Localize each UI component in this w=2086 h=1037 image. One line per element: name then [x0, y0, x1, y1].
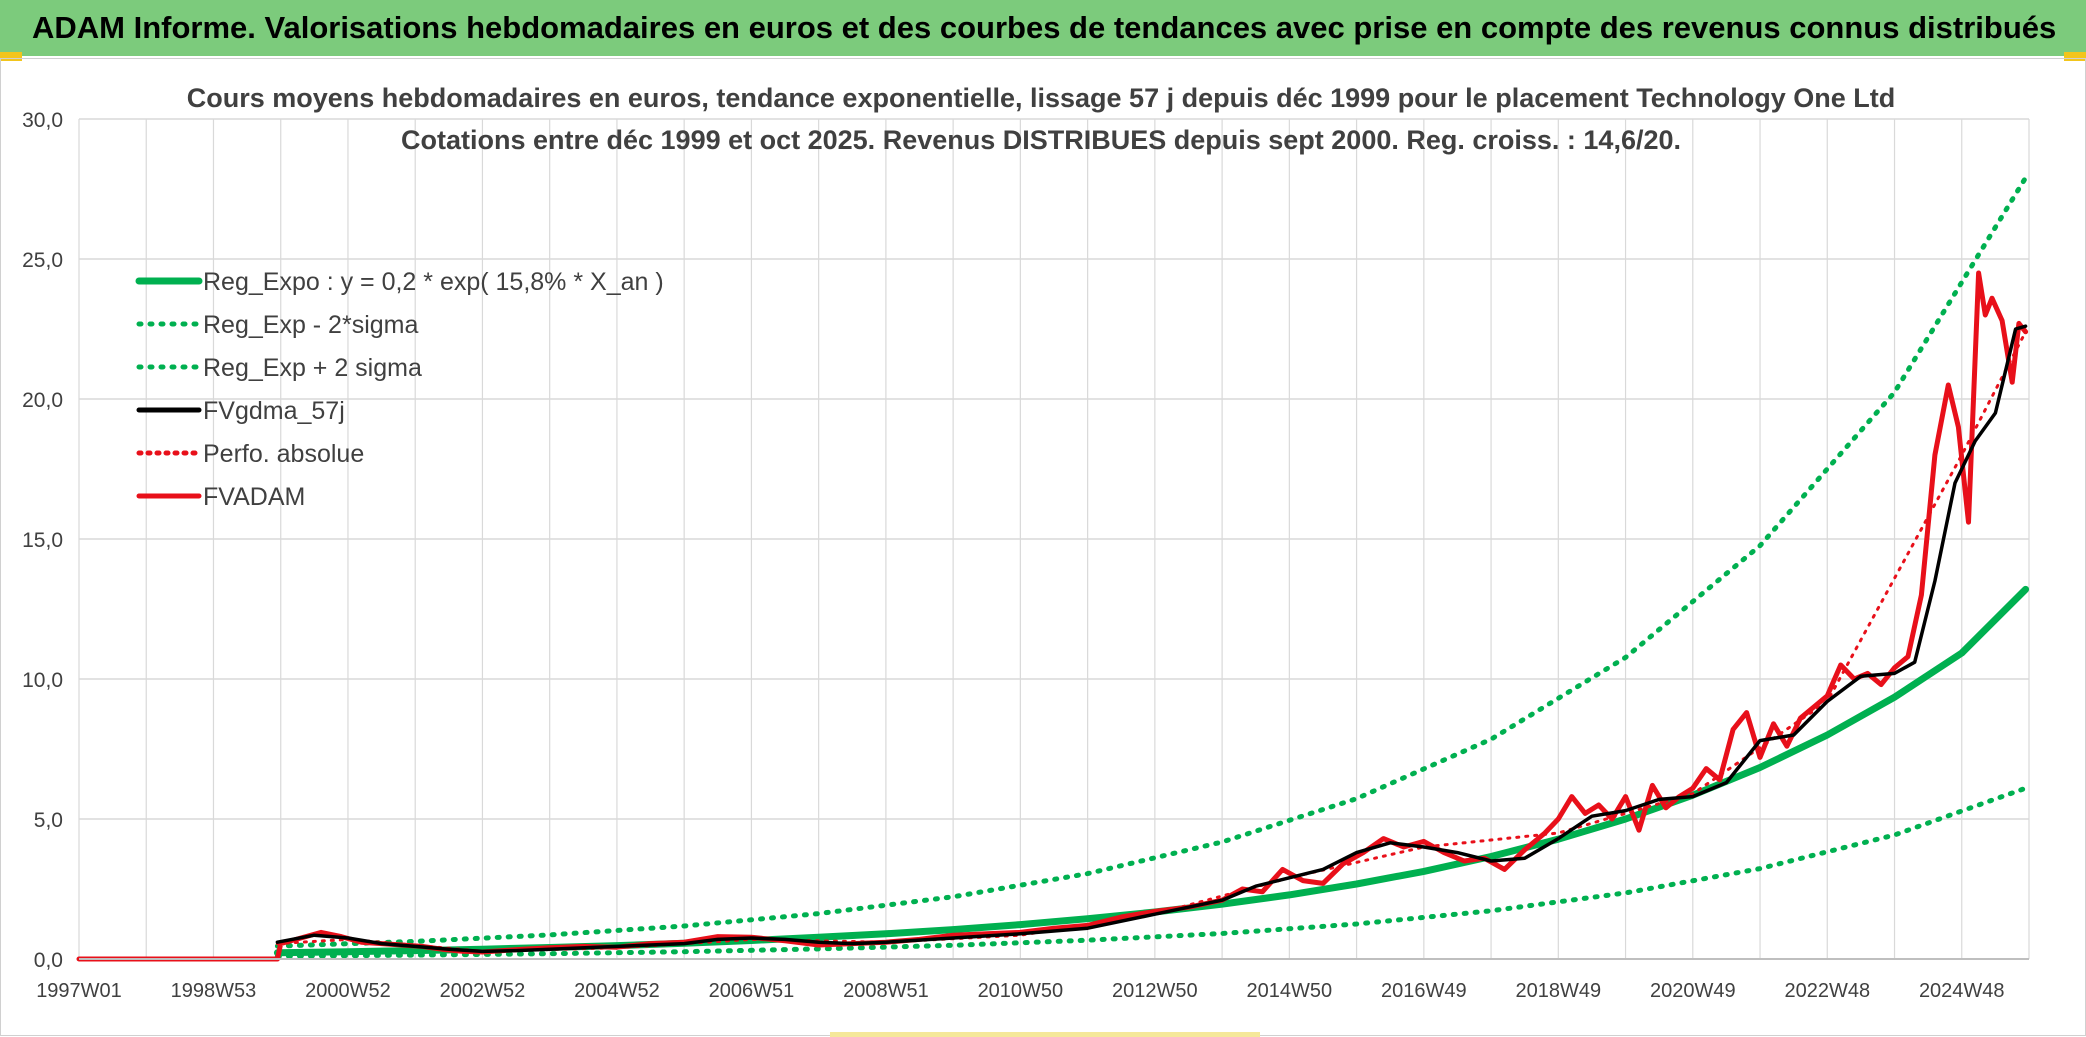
legend: Reg_Expo : y = 0,2 * exp( 15,8% * X_an )… — [135, 268, 664, 511]
bottom-accent — [830, 1032, 1260, 1037]
series-line-0 — [273, 585, 2030, 957]
x-tick-label: 2006W51 — [709, 980, 795, 1002]
x-tick-label: 2012W50 — [1112, 980, 1198, 1002]
corner-marker-left — [0, 52, 22, 61]
x-tick-label: 2014W50 — [1247, 980, 1333, 1002]
legend-label: FVADAM — [203, 483, 305, 511]
axes: 0,0 5,0 10,0 15,0 20,0 25,0 30,0 1997W01 1998W53… — [22, 109, 2029, 1002]
y-tick-label: 5,0 — [34, 809, 63, 832]
legend-label: Reg_Expo : y = 0,2 * exp( 15,8% * X_an ) — [203, 268, 664, 296]
series-line-2 — [274, 175, 2029, 949]
x-tick-label: 2020W49 — [1650, 980, 1736, 1002]
y-tick-label: 30,0 — [22, 109, 63, 132]
grid — [78, 118, 2030, 960]
series-line-4 — [275, 330, 2028, 953]
legend-label: Perfo. absolue — [203, 440, 364, 468]
legend-label: Reg_Exp - 2*sigma — [203, 311, 418, 339]
x-tick-label: 2022W48 — [1784, 980, 1870, 1002]
x-tick-label: 2010W50 — [978, 980, 1064, 1002]
series-line-1 — [274, 785, 2029, 959]
x-tick-label: 2002W52 — [440, 980, 526, 1002]
y-tick-label: 10,0 — [22, 669, 63, 692]
y-tick-label: 20,0 — [22, 389, 63, 412]
x-tick-label: 1998W53 — [171, 980, 257, 1002]
series-lines — [76, 175, 2030, 962]
legend-label: Reg_Exp + 2 sigma — [203, 354, 422, 382]
x-tick-label: 2016W49 — [1381, 980, 1467, 1002]
legend-label: FVgdma_57j — [203, 397, 345, 425]
y-tick-label: 15,0 — [22, 529, 63, 552]
y-tick-label: 25,0 — [22, 249, 63, 272]
x-tick-label: 2018W49 — [1515, 980, 1601, 1002]
x-tick-label: 2008W51 — [843, 980, 929, 1002]
x-tick-label: 2004W52 — [574, 980, 660, 1002]
line-chart: 0,0 5,0 10,0 15,0 20,0 25,0 30,0 1997W01 1998W53… — [22, 83, 2030, 1002]
x-tick-label: 2000W52 — [305, 980, 391, 1002]
x-tick-label: 1997W01 — [36, 980, 122, 1002]
report-banner: ADAM Informe. Valorisations hebdomadaire… — [0, 0, 2086, 56]
chart-frame: 0,0 5,0 10,0 15,0 20,0 25,0 30,0 1997W01 1998W53… — [0, 58, 2086, 1036]
report-title: ADAM Informe. Valorisations hebdomadaire… — [32, 10, 2057, 45]
corner-marker-right — [2064, 52, 2086, 61]
y-tick-label: 0,0 — [34, 949, 63, 972]
chart-subtitle: Cotations entre déc 1999 et oct 2025. Re… — [401, 125, 1681, 155]
chart-title: Cours moyens hebdomadaires en euros, ten… — [187, 83, 1896, 113]
x-tick-label: 2024W48 — [1919, 980, 2005, 1002]
series-line-3 — [275, 324, 2028, 954]
